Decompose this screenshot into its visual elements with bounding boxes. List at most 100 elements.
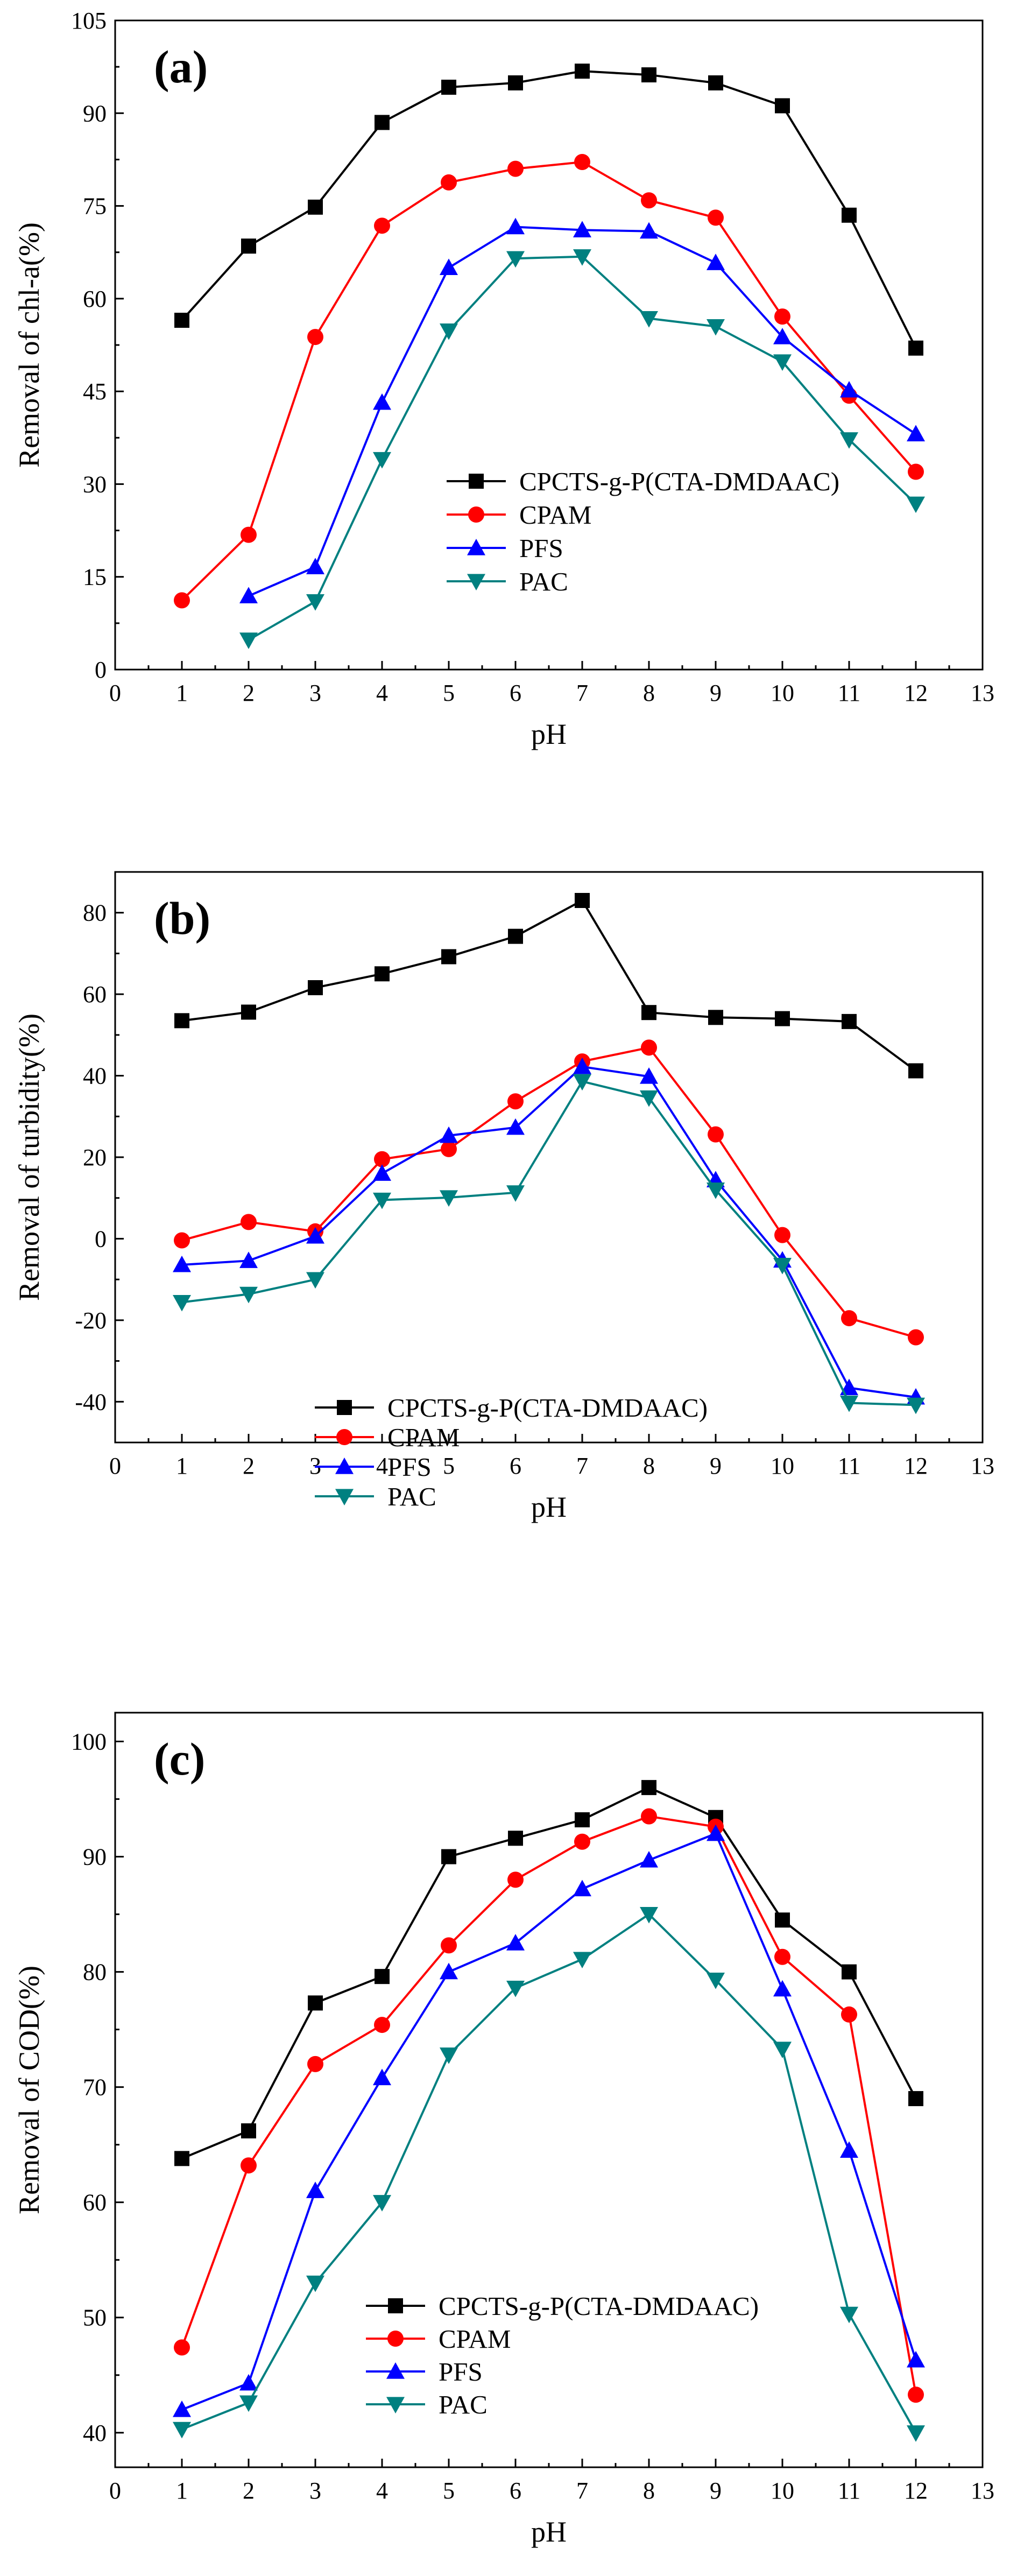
data-point xyxy=(440,258,458,276)
x-tick-label: 6 xyxy=(510,680,521,706)
data-point xyxy=(441,1937,457,1954)
series-cpcts-g-p-cta-dmdaac xyxy=(174,64,923,356)
data-point xyxy=(241,2123,256,2138)
plot-frame xyxy=(114,871,984,1444)
data-point xyxy=(908,1063,923,1079)
chart-panel-c: 0 1 2 3 4 5 6 7 8 9 10 11 12 13405060708090100pHRemov… xyxy=(13,1712,994,2548)
series-line xyxy=(181,70,917,349)
data-point xyxy=(907,496,925,513)
data-point xyxy=(373,1192,391,1209)
legend-marker xyxy=(335,1458,354,1474)
x-tick-label: 8 xyxy=(643,680,655,706)
data-point xyxy=(440,323,458,340)
data-point xyxy=(241,1004,256,1020)
x-axis-title: pH xyxy=(531,2516,567,2548)
data-point xyxy=(239,632,258,649)
data-point xyxy=(640,222,658,239)
data-point xyxy=(773,328,792,344)
data-point xyxy=(173,1255,191,1272)
data-point xyxy=(241,2157,257,2174)
legend-label: PFS xyxy=(387,1452,432,1482)
x-tick-label: 13 xyxy=(971,2478,994,2504)
data-point xyxy=(239,1286,258,1304)
data-point xyxy=(575,64,590,79)
data-point xyxy=(506,251,525,268)
x-axis-title: pH xyxy=(531,1491,567,1523)
data-point xyxy=(241,526,257,543)
x-tick-label: 10 xyxy=(771,2478,794,2504)
data-point xyxy=(907,2425,925,2442)
series-cpam xyxy=(174,1808,924,2403)
y-tick-label: 15 xyxy=(83,564,107,590)
data-point xyxy=(173,2422,191,2439)
data-point xyxy=(840,2306,858,2324)
data-point xyxy=(507,1871,524,1888)
data-point xyxy=(708,75,723,91)
data-point xyxy=(773,354,792,371)
series-line xyxy=(181,1832,917,2411)
data-point xyxy=(774,308,790,325)
data-point xyxy=(840,1395,858,1412)
legend-label: CPAM xyxy=(519,500,591,530)
x-tick-label: 7 xyxy=(576,1453,588,1479)
data-point xyxy=(907,425,925,441)
legend-marker xyxy=(467,539,485,555)
data-point xyxy=(440,1190,458,1207)
y-tick-label: 100 xyxy=(71,1729,107,1755)
data-point xyxy=(574,1833,590,1850)
x-tick-label: 0 xyxy=(109,1453,121,1479)
data-point xyxy=(506,217,525,235)
chart-panel-a: 0 1 2 3 4 5 6 7 8 9 10 11 12 130153045607590105pHRemo… xyxy=(13,8,994,750)
y-tick-label: 60 xyxy=(83,981,107,1008)
data-point xyxy=(841,2006,857,2023)
x-tick-label: 7 xyxy=(576,2478,588,2504)
data-point xyxy=(707,1972,725,1989)
data-point xyxy=(908,2091,923,2107)
data-point xyxy=(441,949,456,965)
data-point xyxy=(708,1010,723,1025)
data-point xyxy=(841,1310,857,1327)
x-tick-label: 11 xyxy=(838,680,860,706)
data-point xyxy=(239,2374,258,2391)
y-tick-label: 60 xyxy=(83,2190,107,2216)
legend-marker xyxy=(335,1489,354,1505)
data-point xyxy=(374,217,390,234)
x-tick-label: 3 xyxy=(309,2478,321,2504)
data-point xyxy=(373,2195,391,2212)
x-tick-label: 7 xyxy=(576,680,588,706)
data-point xyxy=(375,1969,390,1984)
data-point xyxy=(907,1397,925,1414)
data-point xyxy=(308,1995,323,2011)
data-point xyxy=(908,1329,924,1346)
x-tick-label: 9 xyxy=(710,2478,722,2504)
legend-label: PFS xyxy=(439,2357,483,2387)
data-point xyxy=(907,2350,925,2368)
x-tick-label: 13 xyxy=(971,1453,994,1479)
x-tick-label: 11 xyxy=(838,1453,860,1479)
data-point xyxy=(373,2068,391,2086)
y-tick-label: 0 xyxy=(95,657,107,683)
data-point xyxy=(775,1912,790,1928)
data-point xyxy=(641,192,657,209)
data-point xyxy=(239,1251,258,1268)
data-point xyxy=(508,75,523,91)
series-line xyxy=(181,1046,916,1339)
y-tick-label: 80 xyxy=(83,900,107,926)
data-point xyxy=(842,1013,857,1029)
panel-label: (b) xyxy=(154,892,210,944)
data-point xyxy=(308,980,323,996)
legend-label: PAC xyxy=(439,2390,488,2419)
y-tick-label: 50 xyxy=(83,2305,107,2331)
y-tick-label: 70 xyxy=(83,2074,107,2101)
x-tick-label: 2 xyxy=(243,2478,255,2504)
data-point xyxy=(708,209,724,226)
series-line xyxy=(181,1080,916,1406)
data-point xyxy=(506,1980,525,1997)
y-tick-label: -20 xyxy=(75,1307,107,1334)
data-point xyxy=(842,207,857,223)
legend-marker xyxy=(388,2298,403,2313)
data-point xyxy=(174,2151,189,2166)
legend-label: PAC xyxy=(387,1482,436,1511)
data-point xyxy=(640,1090,658,1107)
